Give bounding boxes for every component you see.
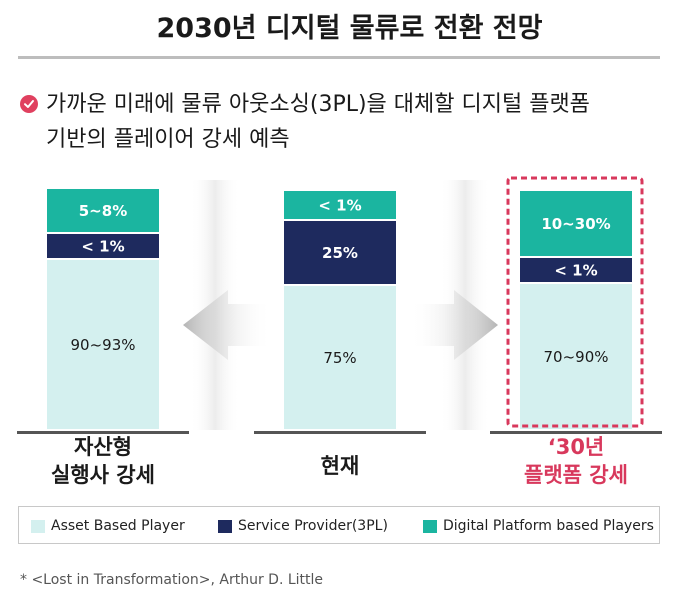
category-label-line: 현재: [320, 454, 360, 478]
data-label: < 1%: [81, 238, 124, 256]
chart-legend: Asset Based Player Service Provider(3PL)…: [18, 506, 660, 544]
legend-swatch-asset: [31, 520, 45, 533]
subtitle-line-2: 기반의 플레이어 강세 예측: [46, 127, 290, 152]
arrow-left-icon: [183, 290, 272, 360]
legend-label: Asset Based Player: [51, 518, 185, 534]
legend-swatch-service: [218, 520, 232, 533]
bar-segment-digital: [520, 191, 632, 256]
stacked-bar-chart: 90~93% < 1% 5~8% 75% 25% < 1% 70~90% < 1% 10~30%: [17, 176, 662, 434]
category-label-line: 실행사 강세: [51, 463, 155, 487]
data-label: 5~8%: [79, 202, 127, 220]
bar-segment-asset: [47, 260, 159, 429]
legend-label: Service Provider(3PL): [238, 518, 388, 534]
subtitle: 가까운 미래에 물류 아웃소싱(3PL)을 대체할 디지털 플랫폼 기반의 플레…: [46, 87, 666, 157]
bar-segment-digital: [47, 189, 159, 232]
data-label: 90~93%: [71, 336, 136, 354]
bar-segment-digital: [284, 191, 396, 219]
data-label: < 1%: [554, 262, 597, 280]
bar-segment-asset: [284, 286, 396, 429]
legend-swatch-digital: [423, 520, 437, 533]
data-label: 10~30%: [541, 215, 610, 233]
data-label: 75%: [323, 349, 356, 367]
page-title: 2030년 디지털 물류로 전환 전망: [156, 13, 543, 44]
category-label-line: 플랫폼 강세: [524, 463, 628, 487]
arrow-right-icon: [410, 290, 498, 360]
category-label-asset-strong: 자산형 실행사 강세: [13, 433, 193, 489]
bar-segment-service: [284, 221, 396, 284]
bar-baseline: [254, 431, 426, 434]
subtitle-line-1: 가까운 미래에 물류 아웃소싱(3PL)을 대체할 디지털 플랫폼: [46, 92, 590, 117]
category-label-2030-platform: ‘30년 플랫폼 강세: [486, 433, 666, 489]
check-circle-icon: [20, 95, 38, 113]
bar-segment-asset: [520, 284, 632, 429]
bar-baseline: [17, 431, 189, 434]
category-label-line: 자산형: [74, 435, 132, 459]
title-divider: [18, 56, 660, 59]
highlight-box: [506, 176, 644, 428]
bar-segment-service: [520, 258, 632, 282]
data-label: < 1%: [318, 197, 361, 215]
source-note: * <Lost in Transformation>, Arthur D. Li…: [20, 572, 324, 588]
bar-baseline: [490, 431, 662, 434]
bar-segment-service: [47, 234, 159, 258]
category-label-current: 현재: [250, 452, 430, 480]
category-label-line: ‘30년: [547, 435, 605, 459]
data-label: 70~90%: [544, 348, 609, 366]
data-label: 25%: [322, 244, 358, 262]
legend-label: Digital Platform based Players: [443, 518, 654, 534]
